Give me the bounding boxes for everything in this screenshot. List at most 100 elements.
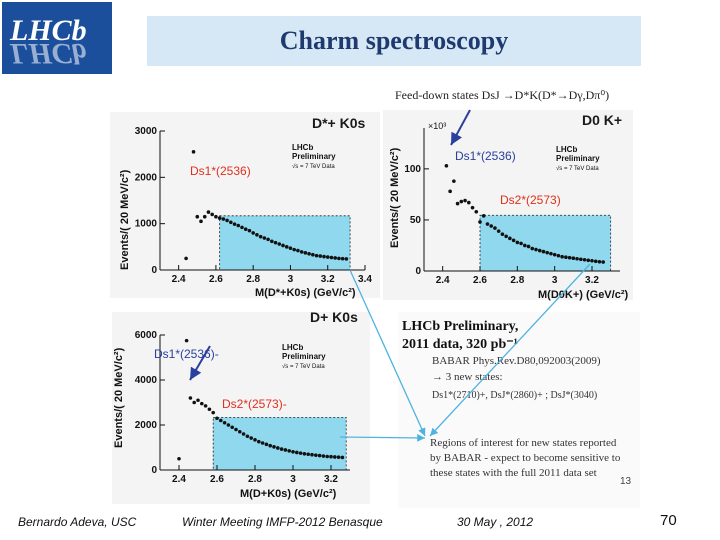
data-point xyxy=(526,244,531,249)
y-tick-label: 1000 xyxy=(135,219,158,230)
data-point xyxy=(314,253,319,258)
y-tick-label: 0 xyxy=(415,266,421,277)
footer-meeting: Winter Meeting IMFP-2012 Benasque xyxy=(182,515,383,529)
data-point xyxy=(329,454,333,459)
new-states-note: → 3 new states: xyxy=(432,371,503,383)
data-point xyxy=(307,251,311,256)
x-tick-label: 3.2 xyxy=(585,275,599,286)
preliminary-line-1: LHCb Preliminary, xyxy=(402,319,518,334)
annotation-block: LHCb Preliminary, 2011 data, 320 pb⁻¹ BA… xyxy=(398,312,640,508)
region-of-interest xyxy=(479,214,612,272)
data-point xyxy=(276,446,280,450)
data-point xyxy=(236,223,241,228)
channel-label: D0 K+ xyxy=(582,112,622,128)
badge-line-2: Preliminary xyxy=(556,154,600,163)
region-of-interest xyxy=(212,416,347,471)
data-point xyxy=(467,200,471,205)
data-point xyxy=(292,247,296,252)
data-point xyxy=(299,250,304,254)
data-point xyxy=(515,240,520,245)
babar-reference: BABAR Phys.Rev.D80,092003(2009) xyxy=(432,355,601,367)
data-point xyxy=(230,425,234,430)
arrow-region-top-right xyxy=(429,263,591,437)
data-point xyxy=(552,252,557,257)
data-point xyxy=(241,432,246,436)
data-point xyxy=(196,398,200,403)
data-point xyxy=(257,439,261,444)
x-tick-label: 2.4 xyxy=(172,274,186,285)
regions-note-2: by BABAR - expect to become sensitive to xyxy=(430,452,621,464)
data-point xyxy=(329,255,334,260)
y-tick-label: 100 xyxy=(404,164,421,175)
data-point xyxy=(215,416,219,421)
data-point xyxy=(504,234,508,239)
data-point xyxy=(191,150,196,154)
badge-line-3: √s = 7 TeV Data xyxy=(556,165,599,172)
data-point xyxy=(590,258,594,263)
footer-date: 30 May , 2012 xyxy=(457,515,534,529)
data-point xyxy=(188,396,193,400)
data-point xyxy=(601,260,605,264)
panel-bg xyxy=(112,312,370,504)
data-point xyxy=(238,429,242,434)
y-tick-label: 3000 xyxy=(135,126,158,137)
data-point xyxy=(255,232,259,237)
svg-text:LHCb: LHCb xyxy=(9,37,87,70)
data-point xyxy=(537,248,542,253)
data-point xyxy=(322,254,326,259)
channel-label: D*+ K0s xyxy=(312,115,366,131)
x-tick-label: 3 xyxy=(288,274,294,285)
data-point xyxy=(496,229,501,233)
data-point xyxy=(481,214,486,218)
data-point xyxy=(232,222,237,226)
x-tick-label: 2.4 xyxy=(172,474,186,485)
slide-subtitle: Feed-down states DsJ →D*K(D*→Dγ,Dπ⁰) xyxy=(395,88,610,102)
state-label-2573: Ds2*(2573) xyxy=(500,193,561,207)
data-point xyxy=(260,441,265,445)
data-point xyxy=(344,257,349,261)
data-point xyxy=(229,220,233,225)
badge-line-3: √s = 7 TeV Data xyxy=(282,363,325,370)
data-point xyxy=(336,455,341,459)
data-point xyxy=(310,452,314,457)
y-tick-label: 0 xyxy=(151,465,157,476)
data-point xyxy=(500,232,505,237)
data-point xyxy=(273,240,278,245)
data-point xyxy=(582,257,587,262)
y-axis-title: Events/( 20 MeV/c²) xyxy=(113,347,125,448)
data-point xyxy=(222,420,227,425)
data-point xyxy=(575,256,579,261)
data-point xyxy=(523,243,527,248)
data-point xyxy=(556,253,561,258)
data-point xyxy=(214,214,218,219)
data-point xyxy=(306,452,311,457)
y-axis-title: Events/( 20 MeV/c²) xyxy=(389,147,401,248)
data-point xyxy=(184,338,189,343)
x-tick-label: 2.4 xyxy=(436,275,450,286)
data-point xyxy=(545,250,549,255)
states-list: Ds1*(2710)+, DsJ*(2860)+ ; DsJ*(3040) xyxy=(432,390,597,401)
data-point xyxy=(266,237,270,242)
data-point xyxy=(452,179,456,183)
data-point xyxy=(217,216,222,220)
data-point xyxy=(485,222,490,226)
badge-line-2: Preliminary xyxy=(282,352,326,361)
data-point xyxy=(249,436,253,440)
title-banner xyxy=(147,16,641,66)
data-point xyxy=(253,438,257,442)
data-point xyxy=(240,225,244,230)
data-point xyxy=(444,163,449,168)
badge-line-1: LHCb xyxy=(292,143,313,152)
lhcb-logo: LHCb LHCb xyxy=(2,2,112,74)
data-point xyxy=(283,448,288,452)
y-tick-label: 0 xyxy=(151,265,157,276)
y-tick-label: 2000 xyxy=(135,172,158,183)
regions-note-3: these states with the full 2011 data set xyxy=(430,467,597,479)
data-point xyxy=(226,423,231,427)
data-point xyxy=(519,241,523,246)
y-tick-label: 50 xyxy=(410,215,422,226)
data-point xyxy=(277,242,282,246)
data-point xyxy=(221,217,226,221)
badge-line-3: √s = 7 TeV Data xyxy=(292,163,335,170)
